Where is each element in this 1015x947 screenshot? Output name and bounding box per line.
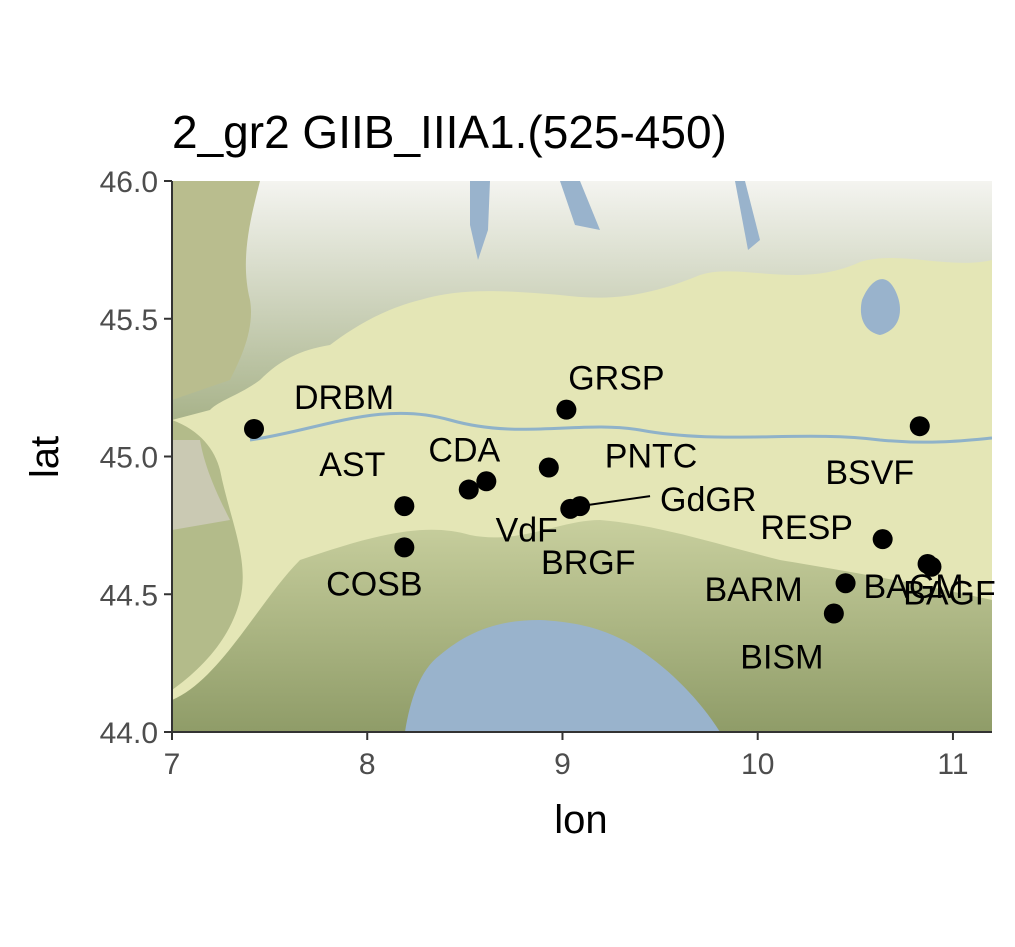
lake-maggiore [470, 181, 490, 260]
site-point-bsvf [909, 416, 930, 437]
y-tick-label: 45.5 [100, 304, 158, 337]
site-label-bagm: BAGM [864, 568, 964, 606]
label-connectors [579, 495, 651, 508]
turin-hills [172, 440, 230, 530]
site-label-brgf: BRGF [541, 544, 635, 582]
x-tick-label: 7 [164, 748, 181, 781]
ligurian-sea [405, 620, 720, 732]
x-tick-label: 10 [741, 748, 774, 781]
site-label-resp: RESP [760, 509, 853, 547]
site-label-cosb: COSB [326, 565, 422, 603]
site-label-bism: BISM [740, 639, 823, 677]
site-label-grsp: GRSP [568, 360, 664, 398]
site-point-grsp [556, 399, 577, 420]
site-label-ast: AST [319, 446, 385, 484]
site-label-cda: CDA [428, 431, 500, 469]
x-tick-label: 8 [359, 748, 376, 781]
y-tick-label: 44.5 [100, 579, 158, 612]
x-axis-title: lon [554, 798, 607, 842]
site-point-pntc [538, 457, 559, 478]
site-point-gdgr [570, 496, 591, 517]
site-label-bsvf: BSVF [825, 454, 914, 492]
y-tick-label: 45.0 [100, 442, 158, 475]
lake-como [560, 181, 600, 230]
terrain-basemap [172, 181, 992, 732]
western-alps [172, 181, 260, 400]
gdgr-connector [579, 495, 651, 508]
y-tick-label: 46.0 [100, 166, 158, 199]
y-axis-title: lat [23, 436, 67, 478]
site-point-bism [823, 603, 844, 624]
alps-region [172, 181, 992, 420]
axes: 7 8 9 10 11 44.0 44.5 45.0 45.5 46.0 [100, 166, 992, 781]
po-river [249, 411, 992, 444]
site-points [244, 399, 942, 624]
site-point-barm [835, 573, 856, 594]
y-tick-label: 44.0 [100, 717, 158, 750]
site-point-bagf [921, 556, 942, 577]
site-label-drbm: DRBM [294, 379, 394, 417]
x-tick-label: 11 [937, 748, 968, 781]
site-point-cosb [394, 537, 415, 558]
site-point-ast [394, 496, 415, 517]
chart-title: 2_gr2 GIIB_IIIA1.(525-450) [172, 106, 727, 158]
site-label-vdf: VdF [496, 512, 558, 550]
site-label-gdgr: GdGR [660, 481, 756, 519]
site-point-resp [872, 529, 893, 550]
x-tick-label: 9 [554, 748, 571, 781]
lake-iseo [735, 181, 760, 250]
site-label-pntc: PNTC [605, 438, 698, 476]
site-point-cda [476, 471, 497, 492]
site-label-bagf: BAGF [903, 575, 996, 613]
site-point-drbm [244, 418, 264, 439]
lake-garda [860, 279, 900, 335]
site-label-barm: BARM [704, 571, 802, 609]
site-point-vdf [458, 479, 479, 500]
site-labels: DRBM AST COSB CDA VdF GRSP PNTC BRGF GdGR BSVF RES… [294, 360, 996, 677]
